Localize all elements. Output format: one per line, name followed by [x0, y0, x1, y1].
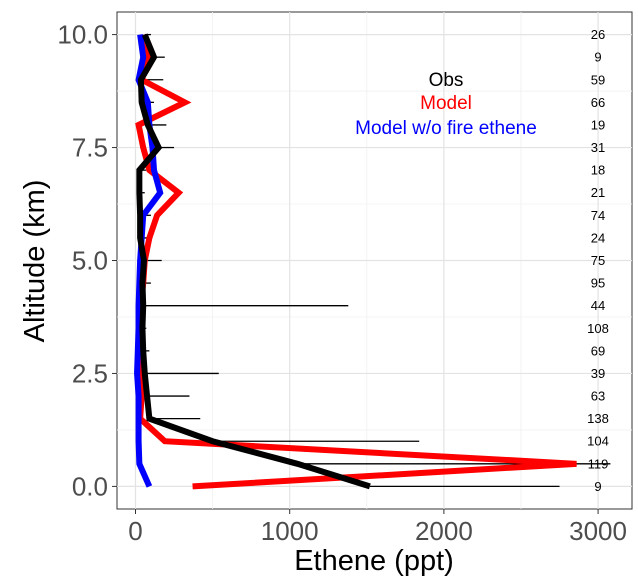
x-tick-label: 1000: [261, 516, 319, 546]
count-label: 95: [591, 276, 605, 291]
count-label: 39: [591, 366, 605, 381]
series-line-obs: [136, 33, 371, 490]
y-axis-title: Altitude (km): [19, 180, 51, 343]
series-lines: [134, 33, 577, 490]
count-label: 44: [591, 298, 605, 313]
x-axis-title: Ethene (ppt): [294, 545, 454, 577]
count-label: 18: [591, 163, 605, 178]
count-label: 119: [588, 456, 609, 471]
count-label: 104: [587, 434, 609, 449]
count-label: 31: [591, 140, 605, 155]
count-label: 63: [591, 389, 605, 404]
count-label: 59: [591, 72, 605, 87]
sample-counts: 9 119 104 138 63 39 69 108 44 95 75 24 74 21 18 31 19 66 5…: [587, 27, 609, 494]
legend-item-model-w-o-fire-ethene: Model w/o fire ethene: [355, 118, 537, 139]
series-line-model-w-o-fire-ethene: [134, 34, 164, 488]
y-tick-label: 7.5: [72, 133, 108, 163]
legend-item-obs: Obs: [429, 70, 464, 91]
count-label: 66: [591, 95, 605, 110]
count-label: 21: [591, 185, 605, 200]
y-tick-label: 5.0: [72, 246, 108, 276]
count-label: 9: [594, 50, 601, 65]
x-tick-label: 0: [128, 516, 142, 546]
count-label: 9: [594, 479, 601, 494]
count-label: 74: [591, 208, 605, 223]
x-tick-label: 2000: [415, 516, 473, 546]
x-tick-label: 3000: [569, 516, 627, 546]
count-label: 69: [591, 343, 605, 358]
count-label: 26: [591, 27, 605, 42]
count-label: 138: [587, 411, 609, 426]
count-label: 75: [591, 253, 605, 268]
legend-item-model: Model: [420, 93, 472, 114]
count-label: 24: [591, 230, 605, 245]
count-label: 19: [591, 117, 605, 132]
count-label: 108: [587, 321, 609, 336]
y-tick-label: 2.5: [72, 358, 108, 388]
y-tick-label: 0.0: [72, 471, 108, 501]
axis-ticks: 0 1000 2000 3000 0.0 2.5 5.0 7.5 10.0: [57, 20, 627, 546]
y-tick-label: 10.0: [57, 20, 108, 50]
